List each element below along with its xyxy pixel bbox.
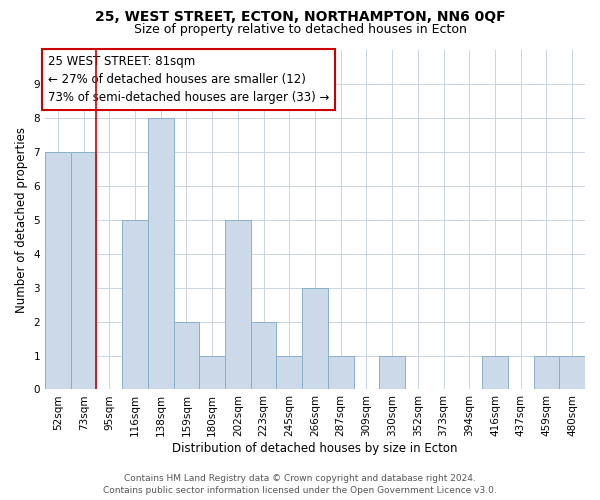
Text: Size of property relative to detached houses in Ecton: Size of property relative to detached ho… bbox=[134, 22, 466, 36]
Bar bbox=[148, 118, 173, 390]
Y-axis label: Number of detached properties: Number of detached properties bbox=[15, 126, 28, 312]
Bar bbox=[482, 356, 508, 390]
X-axis label: Distribution of detached houses by size in Ecton: Distribution of detached houses by size … bbox=[172, 442, 458, 455]
Text: 25 WEST STREET: 81sqm
← 27% of detached houses are smaller (12)
73% of semi-deta: 25 WEST STREET: 81sqm ← 27% of detached … bbox=[48, 55, 329, 104]
Bar bbox=[251, 322, 277, 390]
Bar bbox=[277, 356, 302, 390]
Bar bbox=[122, 220, 148, 390]
Bar bbox=[302, 288, 328, 390]
Bar bbox=[71, 152, 97, 390]
Bar bbox=[45, 152, 71, 390]
Text: 25, WEST STREET, ECTON, NORTHAMPTON, NN6 0QF: 25, WEST STREET, ECTON, NORTHAMPTON, NN6… bbox=[95, 10, 505, 24]
Bar bbox=[559, 356, 585, 390]
Bar bbox=[225, 220, 251, 390]
Bar bbox=[533, 356, 559, 390]
Bar bbox=[199, 356, 225, 390]
Bar bbox=[379, 356, 405, 390]
Bar bbox=[328, 356, 353, 390]
Bar bbox=[173, 322, 199, 390]
Text: Contains HM Land Registry data © Crown copyright and database right 2024.
Contai: Contains HM Land Registry data © Crown c… bbox=[103, 474, 497, 495]
